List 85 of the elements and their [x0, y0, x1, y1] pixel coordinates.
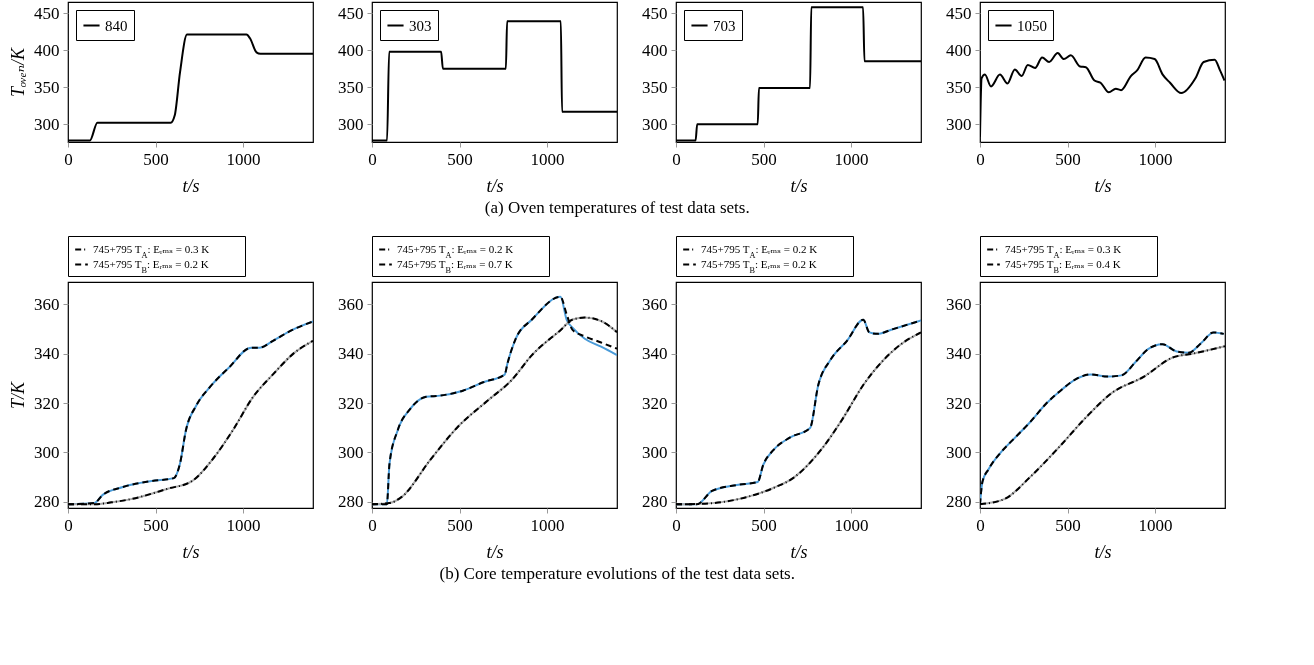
y-tick-label: 360: [642, 294, 668, 314]
y-tick-label: 350: [34, 77, 60, 97]
y-axis-title: Tₒᵥₑₙ/K: [8, 46, 28, 98]
x-axis-title: t/s: [486, 175, 504, 196]
legend-label: 745+795 T$_{B}$: Eᵣₘₛ = 0.2 K: [701, 257, 817, 274]
legend-label: 745+795 T$_{B}$: Eᵣₘₛ = 0.4 K: [1005, 257, 1121, 274]
x-tick-label: 0: [368, 149, 377, 169]
y-tick-label: 450: [338, 3, 364, 23]
x-tick-label: 500: [1055, 515, 1081, 535]
x-tick-label: 500: [751, 149, 777, 169]
y-tick-label: 320: [642, 393, 668, 413]
legend-label: 745+795 T$_{B}$: Eᵣₘₛ = 0.7 K: [397, 257, 513, 274]
x-tick-label: 1000: [1138, 515, 1173, 535]
x-tick-label: 0: [64, 515, 73, 535]
legend-label: 840: [105, 17, 128, 34]
y-tick-label: 300: [34, 442, 60, 462]
legend-label: 745+795 T$_{A}$: Eᵣₘₛ = 0.2 K: [397, 242, 514, 259]
x-axis-title: t/s: [182, 541, 200, 562]
x-tick-label: 1000: [226, 515, 261, 535]
x-tick-label: 500: [143, 149, 169, 169]
text: (a) Oven temperatures of test data sets.: [484, 197, 750, 217]
y-tick-label: 350: [946, 77, 972, 97]
y-tick-label: 280: [338, 492, 364, 512]
y-tick-label: 400: [338, 40, 364, 60]
y-tick-label: 400: [642, 40, 668, 60]
y-tick-label: 360: [338, 294, 364, 314]
y-tick-label: 300: [338, 114, 364, 134]
x-axis-title: t/s: [1094, 541, 1112, 562]
x-tick-label: 1000: [834, 149, 869, 169]
y-tick-label: 350: [338, 77, 364, 97]
x-tick-label: 500: [143, 515, 169, 535]
legend-label: 1050: [1017, 17, 1047, 34]
y-tick-label: 280: [34, 492, 60, 512]
x-tick-label: 500: [447, 515, 473, 535]
y-tick-label: 340: [338, 344, 364, 364]
x-axis-title: t/s: [790, 541, 808, 562]
y-tick-label: 300: [642, 114, 668, 134]
legend-label: 303: [409, 17, 432, 34]
x-tick-label: 0: [64, 149, 73, 169]
x-axis-title: t/s: [486, 541, 504, 562]
legend-label: 745+795 T$_{A}$: Eᵣₘₛ = 0.2 K: [701, 242, 818, 259]
x-tick-label: 0: [976, 515, 985, 535]
x-tick-label: 1000: [530, 515, 565, 535]
y-tick-label: 280: [642, 492, 668, 512]
y-tick-label: 360: [946, 294, 972, 314]
x-tick-label: 1000: [834, 515, 869, 535]
y-tick-label: 340: [34, 344, 60, 364]
y-axis-title: T/K: [8, 381, 28, 410]
legend-label: 745+795 T$_{A}$: Eᵣₘₛ = 0.3 K: [1005, 242, 1122, 259]
legend-label: 745+795 T$_{B}$: Eᵣₘₛ = 0.2 K: [93, 257, 209, 274]
y-tick-label: 300: [946, 114, 972, 134]
y-tick-label: 320: [338, 393, 364, 413]
y-tick-label: 320: [946, 393, 972, 413]
y-tick-label: 450: [34, 3, 60, 23]
x-axis-title: t/s: [1094, 175, 1112, 196]
x-axis-title: t/s: [790, 175, 808, 196]
y-tick-label: 300: [34, 114, 60, 134]
legend-label: 703: [713, 17, 736, 34]
y-tick-label: 320: [34, 393, 60, 413]
y-tick-label: 400: [946, 40, 972, 60]
x-tick-label: 0: [368, 515, 377, 535]
y-tick-label: 300: [946, 442, 972, 462]
x-tick-label: 500: [1055, 149, 1081, 169]
x-tick-label: 0: [976, 149, 985, 169]
x-tick-label: 1000: [226, 149, 261, 169]
y-tick-label: 450: [642, 3, 668, 23]
y-tick-label: 400: [34, 40, 60, 60]
line-series: [676, 6, 921, 142]
x-tick-label: 500: [751, 515, 777, 535]
y-tick-label: 340: [642, 344, 668, 364]
y-tick-label: 360: [34, 294, 60, 314]
x-tick-label: 0: [672, 515, 681, 535]
y-tick-label: 300: [338, 442, 364, 462]
text: (b) Core temperature evolutions of the test data sets.: [439, 563, 795, 583]
x-tick-label: 500: [447, 149, 473, 169]
x-axis-title: t/s: [182, 175, 200, 196]
x-tick-label: 1000: [530, 149, 565, 169]
y-tick-label: 300: [642, 442, 668, 462]
y-tick-label: 280: [946, 492, 972, 512]
y-tick-label: 350: [642, 77, 668, 97]
x-tick-label: 1000: [1138, 149, 1173, 169]
x-tick-label: 0: [672, 149, 681, 169]
y-tick-label: 450: [946, 3, 972, 23]
legend-label: 745+795 T$_{A}$: Eᵣₘₛ = 0.3 K: [93, 242, 210, 259]
y-tick-label: 340: [946, 344, 972, 364]
